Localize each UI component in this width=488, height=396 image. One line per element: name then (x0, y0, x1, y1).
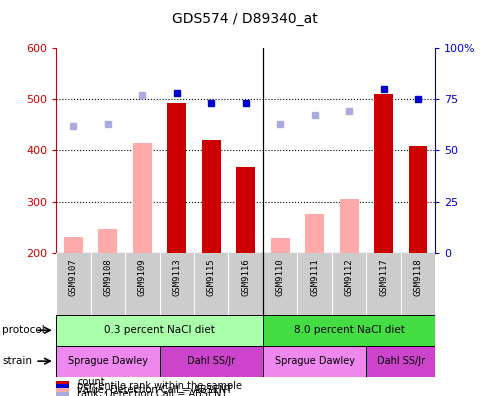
Text: GSM9107: GSM9107 (69, 258, 78, 296)
Text: Sprague Dawley: Sprague Dawley (274, 356, 354, 366)
Text: strain: strain (2, 356, 32, 366)
Text: GSM9110: GSM9110 (275, 258, 284, 296)
Text: 8.0 percent NaCl diet: 8.0 percent NaCl diet (293, 325, 404, 335)
Bar (407, 147, 427, 253)
Text: Dahl SS/Jr: Dahl SS/Jr (376, 356, 424, 366)
Text: GSM9108: GSM9108 (103, 258, 112, 296)
Bar (56, 392, 69, 396)
Bar (159, 346, 263, 377)
Bar (56, 346, 159, 377)
Text: rank, Detection Call = ABSENT: rank, Detection Call = ABSENT (77, 389, 227, 396)
Text: GSM9113: GSM9113 (172, 258, 181, 296)
Text: GSM9116: GSM9116 (241, 258, 250, 296)
Text: GSM9117: GSM9117 (378, 258, 387, 296)
Text: Sprague Dawley: Sprague Dawley (68, 356, 147, 366)
Bar (56, 388, 69, 392)
Bar (263, 315, 434, 346)
Bar (373, 94, 392, 253)
Bar (56, 315, 263, 346)
Bar (98, 229, 117, 253)
Text: GSM9112: GSM9112 (344, 258, 353, 296)
Text: GSM9111: GSM9111 (309, 258, 319, 296)
Bar (167, 103, 186, 253)
Text: GSM9109: GSM9109 (138, 258, 146, 296)
Bar (56, 380, 69, 385)
Text: count: count (77, 377, 104, 388)
Bar (305, 214, 324, 253)
Text: value, Detection Call = ABSENT: value, Detection Call = ABSENT (77, 385, 232, 395)
Bar (202, 140, 220, 253)
Bar (236, 167, 255, 253)
Text: percentile rank within the sample: percentile rank within the sample (77, 381, 242, 391)
Bar (270, 238, 289, 253)
Bar (64, 237, 83, 253)
Bar (263, 346, 366, 377)
Text: GSM9115: GSM9115 (206, 258, 215, 296)
Text: protocol: protocol (2, 325, 45, 335)
Bar (366, 346, 434, 377)
Text: Dahl SS/Jr: Dahl SS/Jr (187, 356, 235, 366)
Bar (339, 199, 358, 253)
Text: GSM9118: GSM9118 (413, 258, 422, 296)
Text: GDS574 / D89340_at: GDS574 / D89340_at (171, 12, 317, 26)
Bar (133, 143, 152, 253)
Bar (56, 384, 69, 388)
Text: 0.3 percent NaCl diet: 0.3 percent NaCl diet (104, 325, 215, 335)
